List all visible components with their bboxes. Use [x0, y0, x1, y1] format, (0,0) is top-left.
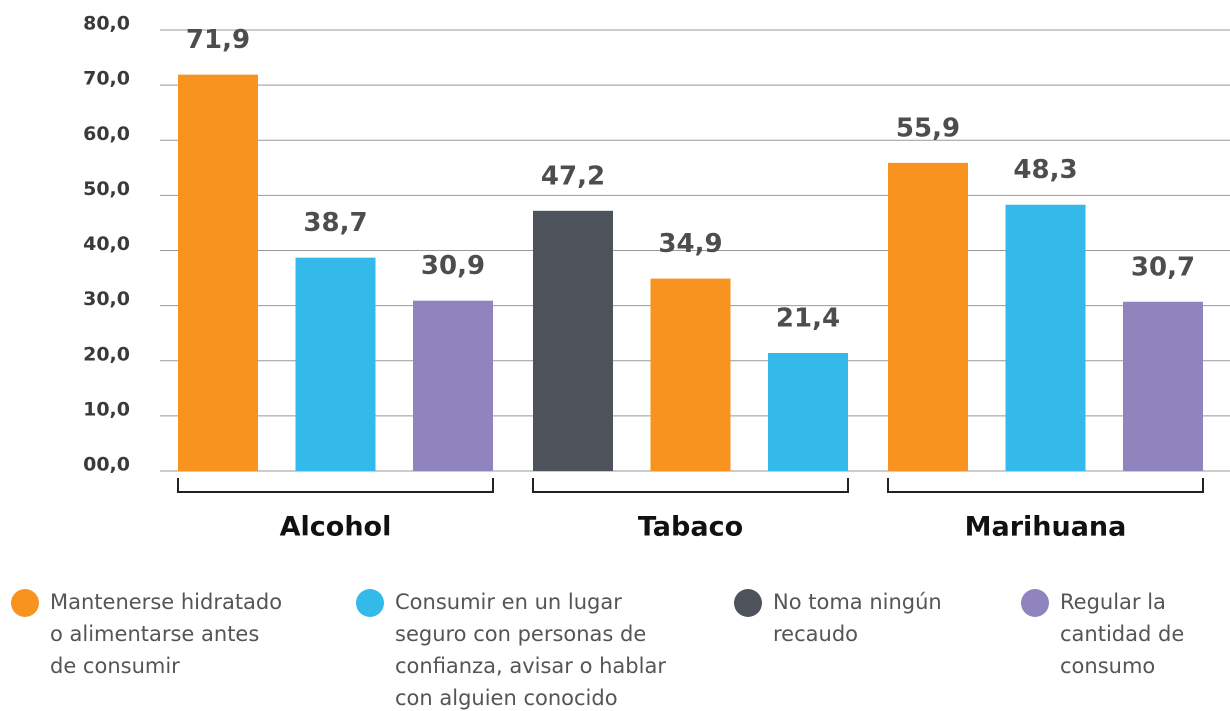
bar — [1123, 301, 1203, 471]
y-tick-label: 60,0 — [83, 123, 130, 145]
legend-label: o alimentarse antes — [50, 622, 259, 646]
legend-label: cantidad de — [1060, 622, 1184, 646]
value-label: 47,2 — [541, 161, 605, 191]
legend-swatch — [11, 589, 39, 617]
legend-label: Regular la — [1060, 590, 1166, 614]
legend-label: recaudo — [773, 622, 858, 646]
group-bracket — [532, 478, 849, 493]
legend-label: consumo — [1060, 654, 1155, 678]
bar — [533, 210, 613, 471]
bar — [178, 74, 258, 472]
group-bracket — [887, 478, 1204, 493]
legend-label: con alguien conocido — [395, 686, 618, 710]
group-label: Alcohol — [280, 512, 392, 543]
legend-label: de consumir — [50, 654, 180, 678]
y-tick-label: 40,0 — [83, 233, 130, 255]
group-label: Tabaco — [638, 512, 743, 543]
bar — [413, 300, 493, 471]
bar — [768, 353, 848, 471]
value-label: 30,7 — [1131, 252, 1195, 282]
y-tick-label: 80,0 — [83, 13, 130, 35]
legend-label: Mantenerse hidratado — [50, 590, 282, 614]
legend-label: confianza, avisar o hablar — [395, 654, 666, 678]
bar — [295, 257, 376, 471]
legend-swatch — [1021, 589, 1049, 617]
value-label: 71,9 — [186, 25, 250, 55]
bar — [888, 162, 968, 471]
y-tick-label: 20,0 — [83, 343, 130, 365]
bar — [650, 278, 731, 471]
y-tick-label: 00,0 — [83, 454, 130, 476]
value-label: 21,4 — [776, 304, 840, 334]
value-label: 38,7 — [303, 208, 367, 238]
value-label: 48,3 — [1013, 155, 1077, 185]
group-bracket — [177, 478, 494, 493]
value-label: 30,9 — [421, 251, 485, 281]
y-tick-label: 10,0 — [83, 398, 130, 420]
legend-label: Consumir en un lugar — [395, 590, 622, 614]
y-tick-label: 50,0 — [83, 178, 130, 200]
legend-label: No toma ningún — [773, 590, 942, 614]
group-label: Marihuana — [965, 512, 1127, 543]
legend-swatch — [356, 589, 384, 617]
value-label: 34,9 — [658, 229, 722, 259]
legend-label: seguro con personas de — [395, 622, 646, 646]
bar — [1005, 204, 1086, 471]
y-tick-label: 30,0 — [83, 288, 130, 310]
legend-swatch — [734, 589, 762, 617]
y-tick-label: 70,0 — [83, 68, 130, 90]
value-label: 55,9 — [896, 113, 960, 143]
